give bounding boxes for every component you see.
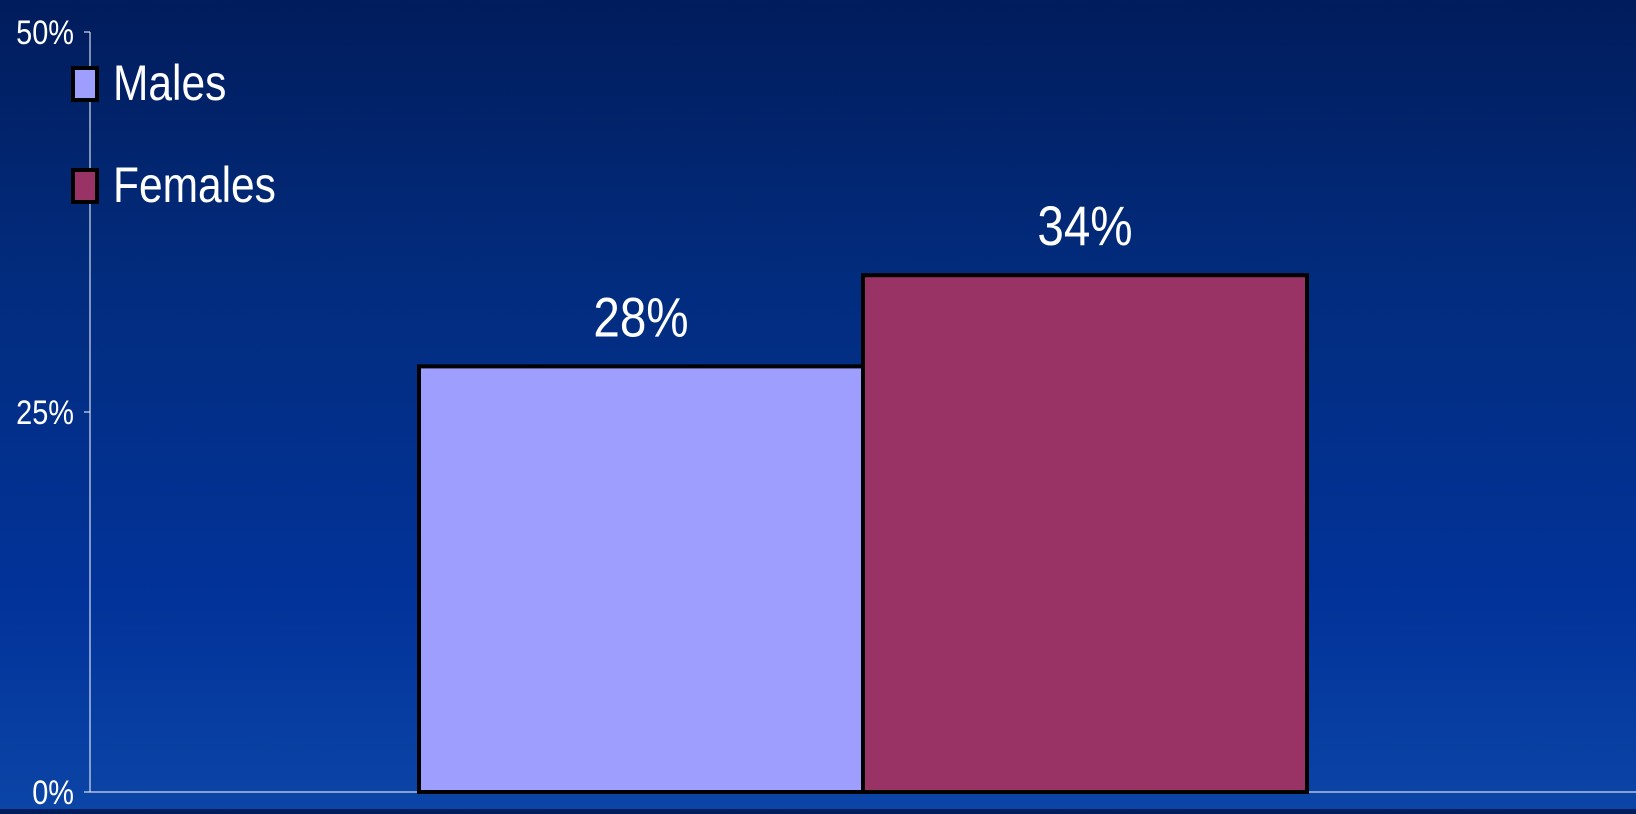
y-tick-label: 0%: [32, 773, 74, 809]
data-label: 28%: [593, 287, 688, 349]
y-tick-label: 50%: [16, 13, 74, 52]
y-tick-label: 25%: [16, 393, 74, 432]
bar-females: [861, 273, 1309, 794]
legend-swatch: [71, 168, 99, 204]
data-label: 34%: [1037, 196, 1132, 258]
data-labels: 28% 34%: [593, 196, 1132, 350]
legend-label: Males: [113, 55, 226, 111]
legend-swatch: [71, 66, 99, 102]
bars: [417, 273, 1309, 794]
legend: Males Females: [71, 55, 276, 213]
bar-males: [417, 364, 865, 794]
y-axis: 0% 25% 50%: [16, 13, 1636, 812]
legend-label: Females: [113, 157, 276, 213]
